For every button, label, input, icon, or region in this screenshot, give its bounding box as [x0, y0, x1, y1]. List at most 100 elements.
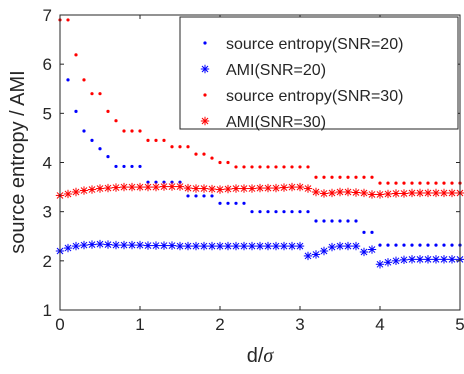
- data-point: [119, 240, 129, 250]
- y-tick-label: 6: [43, 55, 52, 74]
- data-point: [175, 182, 185, 191]
- data-point: [295, 241, 305, 251]
- data-point: [87, 240, 97, 249]
- data-point: [247, 241, 257, 251]
- data-point: [274, 165, 278, 169]
- data-point: [274, 210, 278, 214]
- data-point: [402, 181, 406, 185]
- data-point: [282, 210, 286, 214]
- data-point: [106, 155, 110, 159]
- data-point: [442, 243, 446, 247]
- data-point: [258, 165, 262, 169]
- data-point: [66, 78, 70, 82]
- data-point: [130, 129, 134, 133]
- data-point: [314, 175, 318, 179]
- data-point: [383, 258, 393, 267]
- data-point: [362, 175, 366, 179]
- data-point: [303, 251, 313, 261]
- legend-marker: [200, 64, 210, 74]
- data-point: [207, 184, 217, 194]
- data-point: [183, 241, 193, 251]
- legend-marker: [200, 116, 210, 126]
- data-point: [226, 201, 230, 205]
- data-point: [239, 184, 249, 193]
- data-point: [271, 241, 281, 251]
- data-point: [242, 201, 246, 205]
- data-point: [255, 183, 265, 193]
- data-point: [314, 219, 318, 223]
- series-3: [55, 182, 464, 200]
- data-point: [330, 175, 334, 179]
- data-point: [90, 138, 94, 142]
- data-point: [407, 188, 417, 198]
- data-point: [442, 181, 446, 185]
- data-point: [234, 165, 238, 169]
- data-point: [111, 183, 121, 192]
- data-point: [298, 165, 302, 169]
- data-point: [122, 164, 126, 169]
- data-point: [199, 241, 209, 251]
- data-point: [391, 256, 401, 266]
- data-point: [151, 182, 161, 192]
- data-point: [399, 189, 409, 198]
- data-point: [354, 175, 358, 179]
- data-point: [202, 152, 206, 156]
- y-tick-label: 3: [43, 203, 52, 222]
- data-point: [431, 188, 441, 198]
- legend-label: AMI(SNR=30): [226, 114, 326, 131]
- data-point: [71, 241, 81, 251]
- data-point: [183, 183, 193, 193]
- data-point: [375, 190, 385, 199]
- data-point: [191, 241, 201, 251]
- data-point: [394, 243, 398, 247]
- data-point: [79, 186, 89, 195]
- data-marks: [55, 18, 464, 269]
- data-point: [359, 247, 369, 257]
- x-tick-label: 5: [455, 315, 464, 334]
- data-point: [279, 183, 289, 192]
- data-point: [410, 181, 414, 185]
- legend-entry: source entropy(SNR=20): [203, 36, 403, 53]
- legend-marker: [203, 41, 207, 45]
- data-point: [290, 210, 294, 214]
- data-point: [191, 184, 201, 193]
- data-point: [354, 219, 358, 223]
- data-point: [194, 152, 198, 156]
- data-point: [162, 138, 166, 142]
- y-tick-label: 1: [43, 301, 52, 320]
- data-point: [367, 245, 377, 254]
- data-point: [162, 180, 166, 184]
- data-point: [346, 219, 350, 223]
- data-point: [335, 241, 345, 251]
- x-tick-label: 3: [295, 315, 304, 334]
- data-point: [311, 187, 321, 197]
- data-point: [322, 219, 326, 223]
- data-point: [418, 181, 422, 185]
- y-tick-label: 7: [43, 6, 52, 25]
- data-point: [122, 129, 126, 133]
- data-point: [226, 160, 230, 165]
- data-point: [74, 109, 78, 113]
- data-point: [386, 243, 390, 247]
- data-point: [170, 145, 174, 149]
- data-point: [426, 243, 430, 247]
- data-point: [167, 182, 177, 191]
- data-point: [351, 241, 361, 251]
- data-point: [95, 239, 105, 249]
- x-axis-label-symbol: σ: [263, 345, 274, 367]
- data-point: [159, 241, 169, 250]
- legend-label: AMI(SNR=20): [226, 62, 326, 79]
- x-tick-label: 1: [135, 315, 144, 334]
- data-point: [159, 182, 169, 191]
- data-point: [266, 210, 270, 214]
- data-point: [239, 241, 249, 251]
- data-point: [223, 184, 233, 194]
- data-point: [146, 138, 150, 142]
- data-point: [338, 175, 342, 179]
- data-point: [231, 184, 241, 193]
- data-point: [127, 240, 137, 250]
- data-point: [90, 92, 94, 96]
- data-point: [402, 243, 406, 247]
- data-point: [103, 240, 113, 249]
